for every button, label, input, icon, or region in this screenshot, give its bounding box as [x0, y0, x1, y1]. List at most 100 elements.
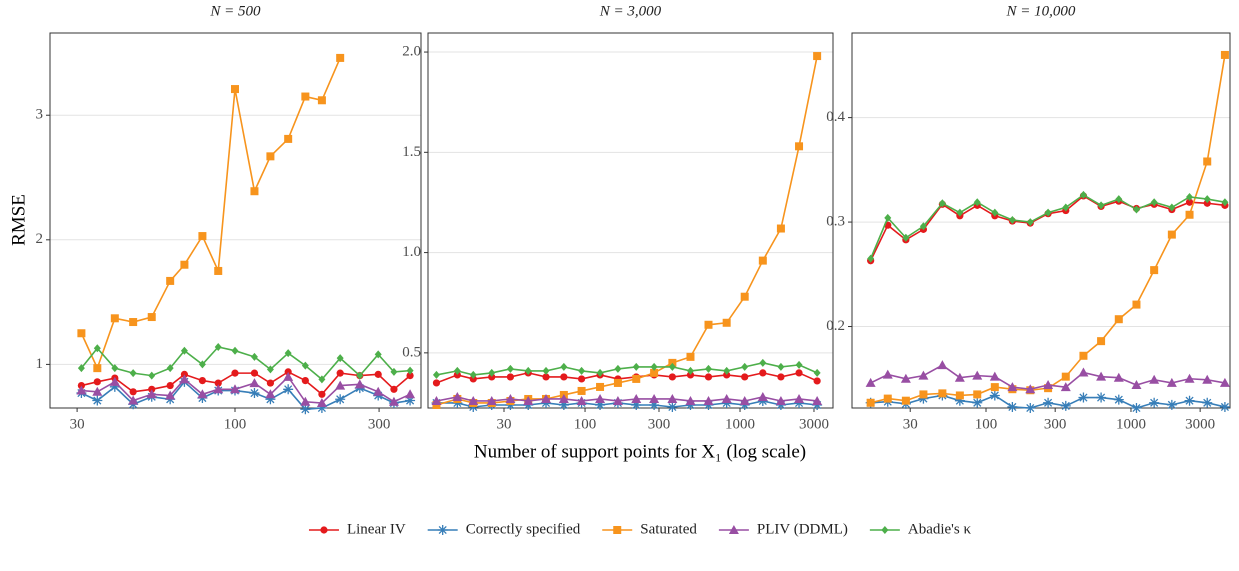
y-tick-label: 1.0 — [402, 244, 421, 260]
legend-label: PLIV (DDML) — [757, 521, 848, 537]
point — [972, 397, 983, 408]
point — [900, 373, 911, 383]
point — [335, 380, 346, 390]
point — [1079, 190, 1087, 199]
point — [991, 208, 999, 217]
point — [166, 364, 174, 373]
point — [954, 395, 965, 406]
point — [318, 390, 326, 398]
point — [488, 368, 496, 377]
point — [883, 394, 892, 403]
point — [1078, 367, 1089, 377]
point — [111, 364, 119, 373]
y-axis-label: RMSE — [8, 194, 29, 246]
point — [213, 384, 224, 394]
point — [668, 373, 676, 381]
panel-border — [851, 32, 1231, 409]
point — [356, 371, 364, 380]
point — [92, 386, 103, 396]
x-tick-label: 1000 — [725, 416, 755, 432]
point — [265, 394, 276, 405]
point — [1203, 157, 1212, 166]
legend-item: Abadie's κ — [869, 521, 971, 537]
legend-item: Linear IV — [308, 521, 406, 537]
point — [740, 292, 749, 301]
point — [813, 52, 822, 61]
point — [180, 346, 188, 355]
point — [283, 371, 294, 381]
y-tick-label: 0.2 — [826, 318, 845, 334]
point — [1007, 401, 1018, 412]
point — [266, 379, 275, 387]
point — [1132, 300, 1141, 309]
point — [506, 364, 514, 373]
point — [301, 92, 310, 101]
point — [795, 369, 803, 377]
point — [685, 399, 696, 410]
point — [775, 399, 786, 410]
point — [1026, 218, 1034, 227]
point — [989, 371, 1000, 381]
point — [972, 370, 983, 380]
point — [523, 399, 534, 410]
point — [758, 256, 767, 265]
point — [882, 369, 893, 379]
point — [632, 362, 640, 371]
point — [541, 397, 552, 408]
point — [542, 373, 550, 381]
point — [1150, 198, 1158, 207]
point — [704, 364, 712, 373]
series-line — [436, 400, 818, 408]
point — [956, 208, 964, 217]
point — [867, 254, 875, 263]
point — [631, 399, 642, 410]
y-tick-label: 3 — [36, 107, 44, 123]
point — [214, 266, 223, 275]
point — [1203, 199, 1211, 207]
point — [452, 397, 463, 408]
point — [166, 381, 174, 390]
point — [146, 389, 157, 399]
point — [300, 404, 311, 415]
point — [918, 393, 929, 404]
point — [919, 222, 927, 231]
point — [468, 401, 479, 412]
point — [1221, 198, 1229, 207]
point — [250, 352, 258, 361]
point — [505, 393, 516, 403]
point — [373, 386, 384, 396]
point — [453, 371, 461, 379]
point — [1168, 203, 1176, 212]
point — [1185, 198, 1194, 206]
y-tick-label: 0.3 — [826, 214, 845, 230]
point — [955, 391, 964, 400]
point — [990, 383, 999, 392]
point — [109, 381, 120, 392]
x-tick-label: 1000 — [1116, 416, 1146, 432]
point — [266, 365, 274, 374]
legend-marker — [437, 525, 448, 535]
point — [741, 362, 749, 371]
legend-label: Linear IV — [347, 521, 406, 537]
point — [129, 369, 137, 378]
point — [667, 401, 678, 412]
point — [336, 354, 344, 363]
y-tick-label: 1.5 — [402, 144, 421, 160]
point — [147, 313, 156, 322]
legend-marker — [728, 525, 739, 534]
panel-title: N = 10,000 — [1006, 3, 1076, 19]
series-line — [80, 57, 341, 371]
point — [650, 368, 659, 377]
point — [973, 198, 981, 207]
point — [405, 395, 416, 406]
point — [741, 373, 749, 381]
point — [777, 362, 785, 371]
legend-item: Correctly specified — [427, 521, 581, 537]
point — [739, 399, 750, 410]
point — [937, 360, 948, 370]
legend-item: PLIV (DDML) — [718, 521, 848, 537]
x-tick-label: 3000 — [799, 416, 829, 432]
point — [197, 389, 208, 399]
point — [1166, 399, 1177, 410]
point — [301, 361, 309, 370]
